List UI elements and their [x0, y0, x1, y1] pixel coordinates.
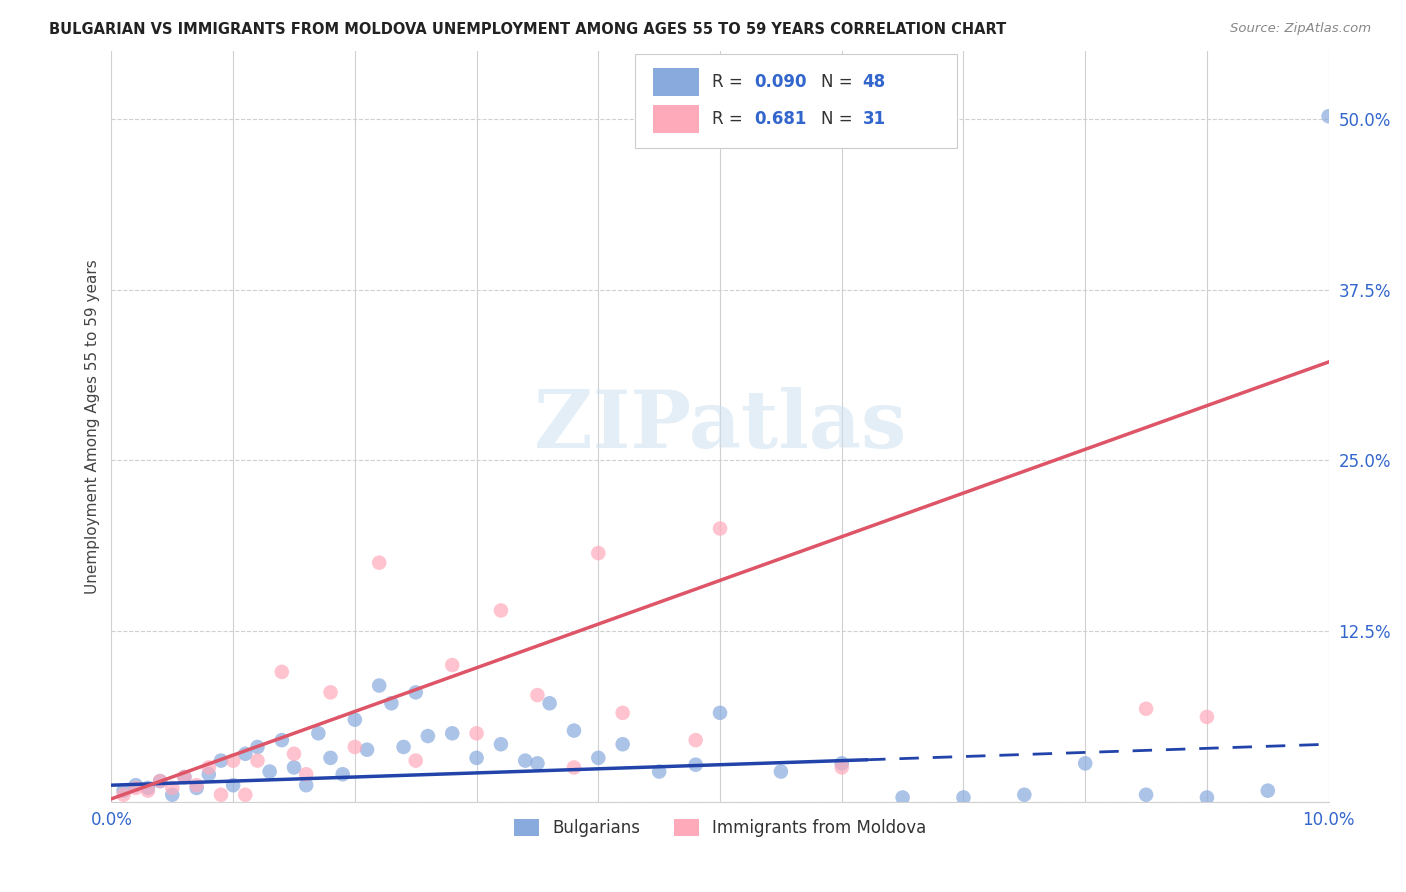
- Point: [319, 751, 342, 765]
- Point: [368, 556, 391, 570]
- Point: [588, 546, 610, 560]
- Text: 31: 31: [862, 110, 886, 128]
- Point: [112, 788, 135, 802]
- Point: [162, 780, 184, 795]
- Point: [270, 665, 292, 679]
- Point: [125, 780, 148, 795]
- Point: [489, 737, 512, 751]
- Point: [1074, 756, 1097, 771]
- Point: [283, 760, 305, 774]
- Point: [465, 726, 488, 740]
- Point: [612, 706, 634, 720]
- Point: [648, 764, 671, 779]
- Point: [685, 733, 707, 747]
- Point: [233, 788, 256, 802]
- Point: [1135, 788, 1157, 802]
- Point: [562, 760, 585, 774]
- Point: [149, 774, 172, 789]
- Point: [246, 754, 269, 768]
- Point: [952, 790, 974, 805]
- Point: [259, 764, 281, 779]
- Y-axis label: Unemployment Among Ages 55 to 59 years: Unemployment Among Ages 55 to 59 years: [86, 259, 100, 593]
- Text: R =: R =: [711, 110, 748, 128]
- Point: [441, 726, 464, 740]
- Point: [392, 739, 415, 754]
- Point: [173, 770, 195, 784]
- Point: [1195, 790, 1218, 805]
- Point: [891, 790, 914, 805]
- Point: [186, 778, 208, 792]
- Text: BULGARIAN VS IMMIGRANTS FROM MOLDOVA UNEMPLOYMENT AMONG AGES 55 TO 59 YEARS CORR: BULGARIAN VS IMMIGRANTS FROM MOLDOVA UNE…: [49, 22, 1007, 37]
- Point: [233, 747, 256, 761]
- Point: [197, 760, 219, 774]
- Point: [709, 522, 731, 536]
- Point: [538, 696, 561, 710]
- Point: [1257, 783, 1279, 797]
- Point: [831, 756, 853, 771]
- Text: Source: ZipAtlas.com: Source: ZipAtlas.com: [1230, 22, 1371, 36]
- Point: [831, 760, 853, 774]
- Point: [209, 788, 232, 802]
- Point: [136, 783, 159, 797]
- Point: [562, 723, 585, 738]
- Point: [588, 751, 610, 765]
- Text: ZIPatlas: ZIPatlas: [534, 387, 905, 465]
- Point: [515, 754, 537, 768]
- Point: [173, 770, 195, 784]
- Text: R =: R =: [711, 73, 748, 91]
- Point: [332, 767, 354, 781]
- Point: [380, 696, 402, 710]
- Point: [1317, 109, 1340, 123]
- Point: [222, 754, 245, 768]
- Point: [295, 778, 318, 792]
- Point: [136, 780, 159, 795]
- Point: [416, 729, 439, 743]
- Point: [1014, 788, 1036, 802]
- Point: [405, 754, 427, 768]
- Point: [1135, 702, 1157, 716]
- Legend: Bulgarians, Immigrants from Moldova: Bulgarians, Immigrants from Moldova: [506, 811, 935, 846]
- Point: [222, 778, 245, 792]
- FancyBboxPatch shape: [636, 54, 957, 148]
- Point: [526, 688, 548, 702]
- Point: [441, 658, 464, 673]
- Point: [769, 764, 792, 779]
- Point: [405, 685, 427, 699]
- Point: [709, 706, 731, 720]
- Point: [112, 783, 135, 797]
- Point: [246, 739, 269, 754]
- Point: [368, 679, 391, 693]
- Point: [283, 747, 305, 761]
- Point: [307, 726, 329, 740]
- Point: [489, 603, 512, 617]
- Point: [295, 767, 318, 781]
- Text: 0.681: 0.681: [754, 110, 807, 128]
- Point: [125, 778, 148, 792]
- Text: N =: N =: [821, 110, 858, 128]
- Point: [270, 733, 292, 747]
- FancyBboxPatch shape: [652, 68, 699, 96]
- Point: [685, 757, 707, 772]
- Point: [343, 713, 366, 727]
- Point: [343, 739, 366, 754]
- FancyBboxPatch shape: [652, 104, 699, 133]
- Point: [526, 756, 548, 771]
- Point: [612, 737, 634, 751]
- Point: [149, 774, 172, 789]
- Point: [186, 780, 208, 795]
- Point: [197, 767, 219, 781]
- Point: [319, 685, 342, 699]
- Point: [465, 751, 488, 765]
- Text: 0.090: 0.090: [754, 73, 807, 91]
- Point: [356, 742, 378, 756]
- Point: [1195, 710, 1218, 724]
- Point: [209, 754, 232, 768]
- Point: [162, 788, 184, 802]
- Text: N =: N =: [821, 73, 858, 91]
- Text: 48: 48: [862, 73, 886, 91]
